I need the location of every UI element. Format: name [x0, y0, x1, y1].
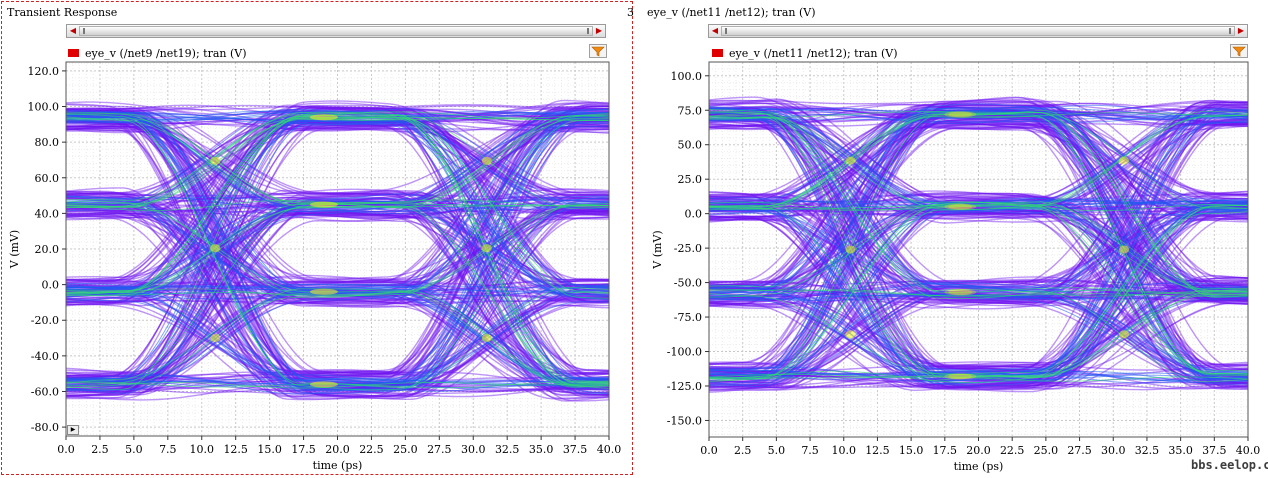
- x-tick-label: 30.0: [461, 443, 486, 456]
- eye-diagram-chart-right: 100.0 75.0 50.0 25.0 0.0 -25.0 -50.0 -75.0 -100.…: [651, 61, 1260, 473]
- filter-icon[interactable]: [589, 44, 607, 58]
- legend-label: eye_v (/net9 /net19); tran (V): [85, 47, 247, 60]
- x-tick-label: 25.0: [393, 443, 418, 456]
- y-tick-label: 0.0: [685, 208, 703, 221]
- expand-toggle-icon[interactable]: ▶: [67, 425, 79, 435]
- x-tick-label: 5.0: [125, 443, 143, 456]
- y-tick-label: -60.0: [31, 385, 59, 398]
- y-tick-label: 100.0: [671, 70, 703, 83]
- x-tick-label: 22.5: [1000, 444, 1025, 457]
- y-tick-label: 20.0: [35, 243, 60, 256]
- y-tick-label: -100.0: [667, 346, 702, 359]
- y-axis-label: V (mV): [651, 230, 664, 269]
- x-tick-label: 27.5: [1067, 444, 1092, 457]
- x-tick-label: 2.5: [91, 443, 109, 456]
- eye-traces: [66, 99, 609, 402]
- x-tick-label: 35.0: [529, 443, 554, 456]
- x-tick-label: 0.0: [700, 444, 718, 457]
- scroll-left-icon[interactable]: ◀: [69, 26, 77, 35]
- trace-legend[interactable]: eye_v (/net9 /net19); tran (V): [68, 47, 247, 60]
- y-tick-label: 120.0: [28, 65, 60, 78]
- x-tick-label: 17.5: [291, 443, 316, 456]
- y-axis-label: V (mV): [8, 230, 21, 269]
- eye-diagram-chart-left: 120.0 100.0 80.0 60.0 40.0 20.0 0.0 -20.0 -40.0 -…: [8, 61, 621, 472]
- legend-swatch: [712, 49, 723, 57]
- y-tick-label: 60.0: [35, 172, 60, 185]
- x-tick-label: 17.5: [933, 444, 958, 457]
- scroll-thumb[interactable]: [79, 26, 593, 36]
- x-tick-label: 12.5: [865, 444, 890, 457]
- x-tick-label: 10.0: [832, 444, 857, 457]
- x-tick-label: 20.0: [966, 444, 991, 457]
- x-tick-label: 30.0: [1101, 444, 1126, 457]
- x-axis-label: time (ps): [954, 460, 1004, 473]
- y-tick-label: 40.0: [35, 207, 60, 220]
- x-tick-label: 15.0: [899, 444, 924, 457]
- x-tick-label: 32.5: [495, 443, 520, 456]
- x-tick-label: 20.0: [325, 443, 350, 456]
- eye-hotspots: [845, 111, 1130, 380]
- eye-traces: [709, 96, 1248, 393]
- y-tick-label: 75.0: [678, 104, 703, 117]
- y-tick-label: -20.0: [31, 314, 59, 327]
- x-tick-label: 40.0: [1236, 444, 1261, 457]
- x-tick-label: 27.5: [427, 443, 452, 456]
- eye-panel-right: eye_v (/net11 /net12); tran (V) ◀ ▶ eye_…: [642, 0, 1268, 478]
- x-tick-label: 12.5: [223, 443, 248, 456]
- scroll-right-icon[interactable]: ▶: [1237, 26, 1245, 35]
- filter-icon[interactable]: [1230, 44, 1248, 58]
- time-scrollbar[interactable]: ◀ ▶: [708, 24, 1248, 38]
- legend-swatch: [68, 49, 79, 57]
- x-tick-label: 35.0: [1168, 444, 1193, 457]
- x-tick-label: 40.0: [597, 443, 622, 456]
- x-tick-label: 32.5: [1135, 444, 1160, 457]
- x-tick-label: 5.0: [768, 444, 786, 457]
- y-tick-label: -80.0: [31, 421, 59, 434]
- trace-legend[interactable]: eye_v (/net11 /net12); tran (V): [712, 47, 898, 60]
- y-tick-label: -40.0: [31, 350, 59, 363]
- panel-number: 3: [627, 6, 634, 19]
- y-tick-label: -25.0: [674, 242, 702, 255]
- y-tick-label: -50.0: [674, 277, 702, 290]
- x-tick-label: 7.5: [159, 443, 177, 456]
- y-tick-label: -150.0: [667, 414, 702, 427]
- y-axis: 100.0 75.0 50.0 25.0 0.0 -25.0 -50.0 -75.0 -100.…: [667, 70, 709, 427]
- y-axis: 120.0 100.0 80.0 60.0 40.0 20.0 0.0 -20.0 -40.0 -…: [28, 65, 66, 434]
- scroll-right-icon[interactable]: ▶: [595, 26, 603, 35]
- x-tick-label: 15.0: [257, 443, 282, 456]
- time-scrollbar[interactable]: ◀ ▶: [66, 24, 606, 38]
- y-tick-label: 100.0: [28, 101, 60, 114]
- panel-selection-frame: [1, 1, 633, 475]
- x-tick-label: 7.5: [801, 444, 819, 457]
- y-tick-label: 80.0: [35, 136, 60, 149]
- y-tick-label: -75.0: [674, 311, 702, 324]
- y-tick-label: -125.0: [667, 380, 702, 393]
- eye-panel-left: Transient Response 3 ◀ ▶ eye_v (/net9 /n…: [1, 1, 634, 475]
- y-tick-label: 25.0: [678, 173, 703, 186]
- x-tick-label: 25.0: [1034, 444, 1059, 457]
- x-axis-label: time (ps): [313, 459, 363, 472]
- scroll-left-icon[interactable]: ◀: [711, 26, 719, 35]
- legend-label: eye_v (/net11 /net12); tran (V): [729, 47, 898, 60]
- x-tick-label: 10.0: [190, 443, 215, 456]
- x-axis: 0.0 2.5 5.0 7.5 10.0 12.5 15.0 17.5 20.0 22.5 25.0…: [700, 437, 1260, 457]
- x-tick-label: 37.5: [1202, 444, 1227, 457]
- panel-title: Transient Response: [7, 6, 118, 19]
- x-tick-label: 2.5: [734, 444, 752, 457]
- x-axis: 0.0 2.5 5.0 7.5 10.0 12.5 15.0 17.5 20.0 22.5 25.0…: [57, 436, 621, 456]
- y-tick-label: 0.0: [42, 279, 60, 292]
- y-tick-label: 50.0: [678, 139, 703, 152]
- x-tick-label: 22.5: [359, 443, 384, 456]
- eye-hotspots: [210, 114, 492, 388]
- panel-title: eye_v (/net11 /net12); tran (V): [647, 6, 816, 19]
- x-tick-label: 0.0: [57, 443, 75, 456]
- watermark: bbs.eelop.cn: [1191, 458, 1268, 472]
- scroll-thumb[interactable]: [721, 26, 1235, 36]
- x-tick-label: 37.5: [563, 443, 588, 456]
